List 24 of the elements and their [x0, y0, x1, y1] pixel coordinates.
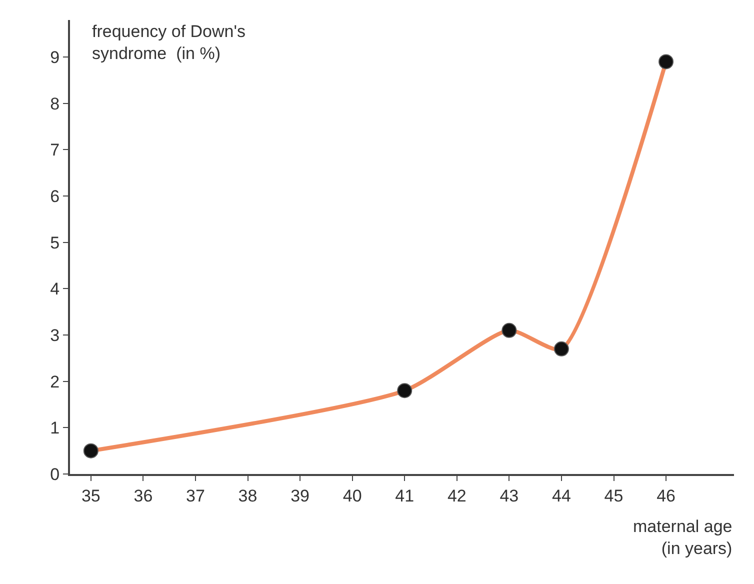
x-tick-label: 38 [238, 486, 258, 506]
x-tick-label: 45 [604, 486, 624, 506]
y-tick-label: 5 [50, 233, 60, 252]
x-tick-label: 42 [447, 486, 466, 506]
x-tick-label: 43 [500, 486, 519, 506]
y-tick-label: 9 [50, 48, 60, 68]
x-tick-label: 41 [395, 486, 414, 506]
y-tick-label: 6 [50, 186, 60, 206]
x-tick-label: 40 [342, 486, 362, 506]
y-tick-label: 1 [50, 418, 60, 438]
x-axis-title: maternal age (in years) [633, 517, 732, 558]
x-tick-label: 46 [656, 486, 676, 506]
x-tick-label: 39 [290, 486, 310, 506]
y-tick-label: 8 [50, 94, 60, 114]
y-tick-label: 0 [50, 464, 60, 484]
y-tick-label: 7 [50, 140, 60, 160]
y-axis-title: frequency of Down's syndrome (in %) [92, 22, 246, 64]
x-tick-label: 44 [552, 486, 571, 506]
y-tick-label: 2 [50, 372, 60, 392]
x-tick-label: 36 [134, 486, 153, 506]
y-tick-label: 4 [50, 280, 60, 299]
x-tick-label: 37 [186, 486, 205, 506]
y-tick-label: 3 [50, 326, 60, 345]
x-tick-label: 35 [81, 486, 100, 506]
